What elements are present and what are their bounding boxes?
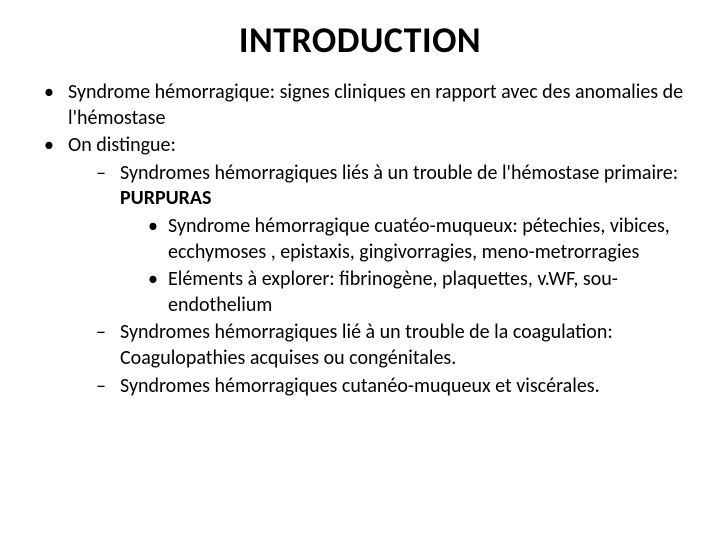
list-item: On distingue: Syndromes hémorragiques li… [44, 133, 690, 399]
list-item: Syndromes hémorragiques liés à un troubl… [96, 161, 690, 319]
bullet-text: On distingue: [68, 133, 176, 157]
list-item: Syndrome hémorragique cuatéo-muqueux: pé… [148, 214, 690, 265]
list-item: Eléments à explorer: fibrinogène, plaque… [148, 267, 690, 318]
bullet-list-level1: Syndrome hémorragique: signes cliniques … [30, 80, 690, 399]
bullet-text: Syndromes hémorragiques cutanéo-muqueux … [120, 374, 600, 398]
bullet-text: Syndromes hémorragiques liés à un troubl… [120, 161, 678, 185]
list-item: Syndromes hémorragiques cutanéo-muqueux … [96, 374, 690, 400]
bullet-text: Syndrome hémorragique cuatéo-muqueux: pé… [168, 214, 670, 264]
bullet-text: Syndromes hémorragiques lié à un trouble… [120, 320, 613, 370]
list-item: Syndromes hémorragiques lié à un trouble… [96, 320, 690, 371]
slide-title: INTRODUCTION [30, 18, 690, 62]
bold-term: PURPURAS [120, 186, 212, 210]
bullet-list-level2: Syndromes hémorragiques liés à un troubl… [68, 161, 690, 399]
bullet-list-level3: Syndrome hémorragique cuatéo-muqueux: pé… [120, 214, 690, 318]
bullet-text: Syndrome hémorragique: signes cliniques … [68, 80, 683, 130]
bullet-text: Eléments à explorer: fibrinogène, plaque… [168, 267, 618, 317]
list-item: Syndrome hémorragique: signes cliniques … [44, 80, 690, 131]
